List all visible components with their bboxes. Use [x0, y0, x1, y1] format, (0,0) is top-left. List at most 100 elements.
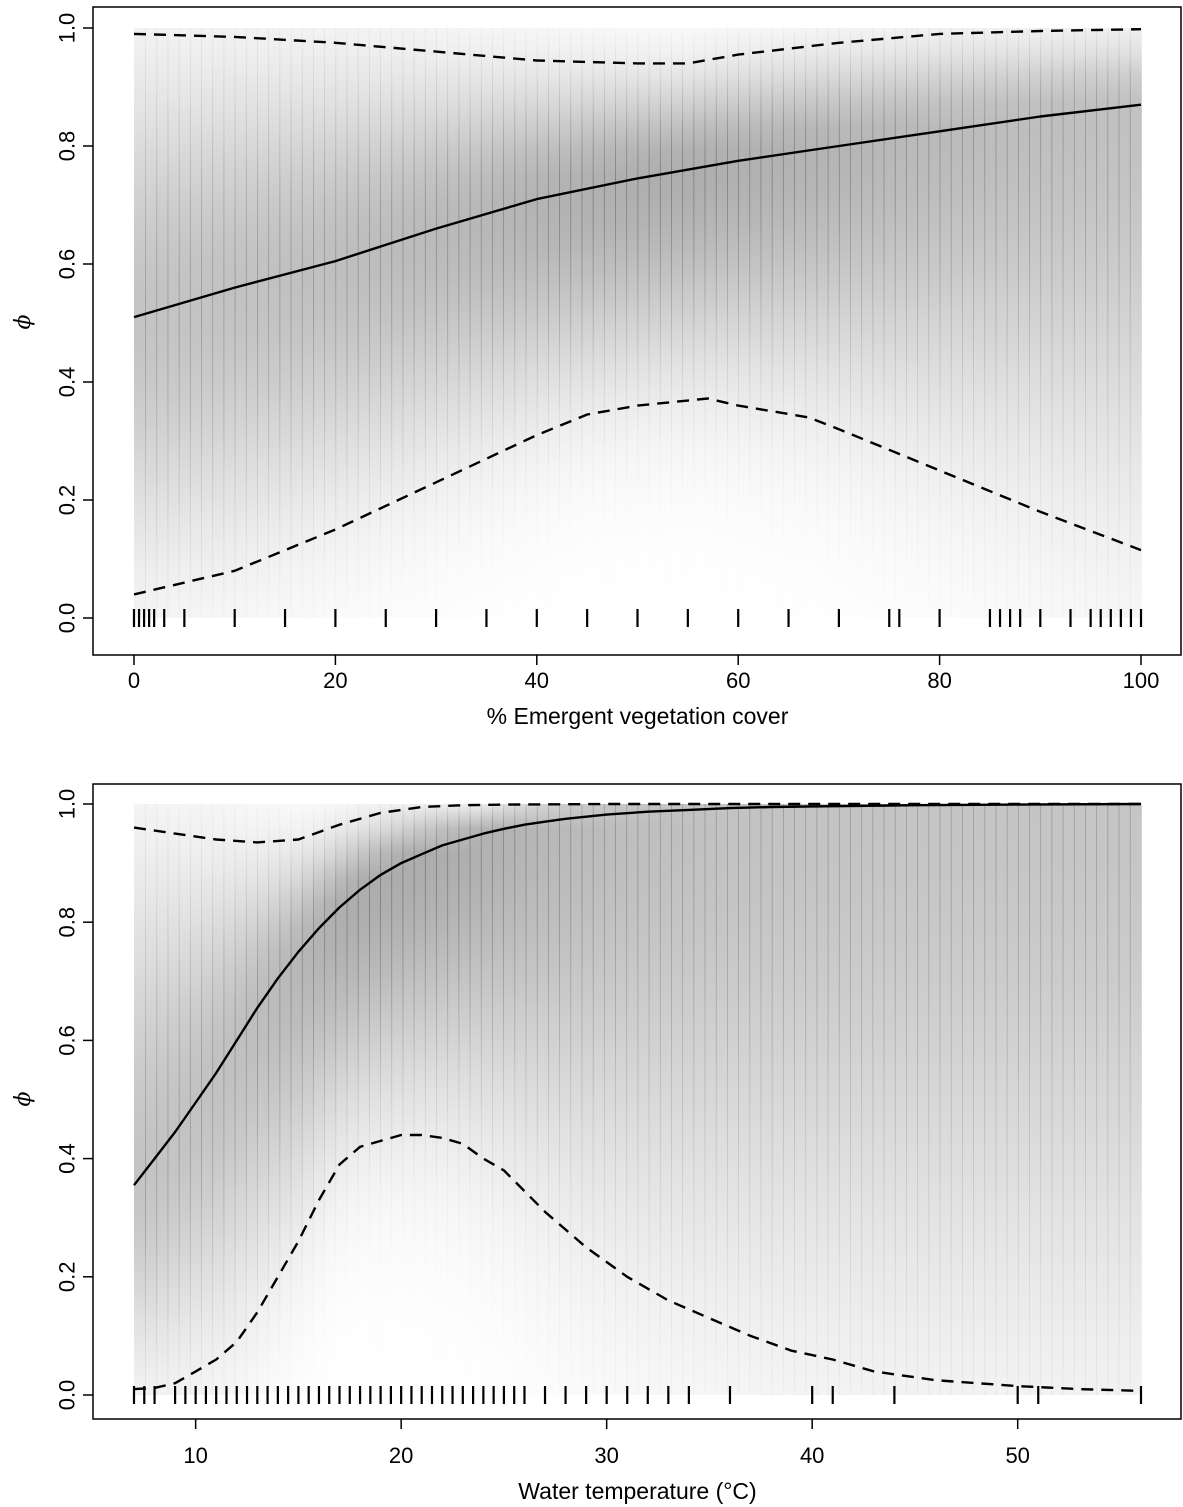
- density-column: [1107, 28, 1120, 618]
- rug: [132, 1386, 1143, 1404]
- density-column: [894, 804, 907, 1395]
- density-column: [492, 28, 505, 618]
- density-column: [402, 28, 415, 618]
- density-column: [749, 804, 762, 1395]
- density-column: [357, 804, 370, 1395]
- density-column: [693, 804, 706, 1395]
- x-axis-title: Water temperature (°C): [518, 1478, 756, 1504]
- density-column: [301, 28, 314, 618]
- y-tick-label: 0.8: [55, 131, 80, 162]
- x-tick-label: 20: [389, 1443, 413, 1468]
- y-tick-label: 0.8: [55, 907, 80, 938]
- density-column: [1029, 804, 1042, 1395]
- density-column: [592, 804, 605, 1395]
- density-column: [671, 804, 684, 1395]
- density-column: [1006, 804, 1019, 1395]
- density-column: [313, 28, 326, 618]
- density-column: [570, 28, 583, 618]
- density-column: [134, 28, 146, 618]
- density-column: [615, 804, 628, 1395]
- density-column: [592, 28, 605, 618]
- density-column: [189, 804, 202, 1395]
- density-column: [615, 28, 628, 618]
- density-column: [257, 804, 270, 1395]
- density-column: [268, 804, 281, 1395]
- density-column: [771, 804, 784, 1395]
- x-tick-label: 10: [183, 1443, 207, 1468]
- y-tick-label: 0.2: [55, 1262, 80, 1293]
- median-line: [133, 802, 1142, 1186]
- density-column: [704, 28, 717, 618]
- density-column: [961, 28, 974, 618]
- density-column: [827, 804, 840, 1395]
- density-column: [201, 804, 214, 1395]
- density-column: [346, 28, 359, 618]
- density-column: [301, 804, 314, 1395]
- density-column: [749, 28, 762, 618]
- density-column: [424, 804, 437, 1395]
- density-column: [290, 804, 303, 1395]
- density-column: [693, 28, 706, 618]
- density-column: [245, 28, 258, 618]
- panel-1: 0.0 0.2 0.4 0.6 0.8 1.0 0 20 40 60 80 100 % Emergent…: [11, 6, 1182, 729]
- density-column: [156, 28, 169, 618]
- density-column: [782, 804, 795, 1395]
- density-column: [771, 28, 784, 618]
- y-tick-label: 0.4: [55, 1143, 80, 1174]
- density-column: [1129, 804, 1142, 1395]
- y-tick-label: 0.6: [55, 249, 80, 280]
- x-tick-label: 0: [128, 668, 140, 693]
- density-column: [536, 804, 549, 1395]
- density-column: [883, 28, 896, 618]
- density-column: [503, 804, 516, 1395]
- density-column: [961, 804, 974, 1395]
- density-column: [436, 28, 449, 618]
- density-column: [984, 28, 997, 618]
- density-column: [794, 804, 807, 1395]
- y-axis-title: ϕ: [11, 315, 36, 330]
- density-column: [391, 28, 404, 618]
- median-line: [133, 103, 1142, 319]
- density-column: [671, 28, 684, 618]
- density-column: [178, 28, 191, 618]
- density-column: [805, 804, 818, 1395]
- density-column: [1085, 28, 1098, 618]
- density-column: [917, 28, 930, 618]
- density-column: [704, 804, 717, 1395]
- y-tick-label: 0.6: [55, 1025, 80, 1056]
- density-column: [973, 804, 986, 1395]
- density-column: [547, 804, 560, 1395]
- density-column: [212, 28, 225, 618]
- y-tick-label: 1.0: [55, 13, 80, 44]
- density-column: [715, 28, 728, 618]
- density-column: [413, 804, 426, 1395]
- upper-credible-line: [133, 28, 1142, 65]
- density-column: [727, 804, 739, 1395]
- density-column: [1040, 804, 1053, 1395]
- y-tick-label: 0.0: [55, 603, 80, 634]
- density-column: [637, 28, 650, 618]
- x-tick-label: 40: [525, 668, 549, 693]
- density-column: [794, 28, 807, 618]
- density-column: [145, 28, 158, 618]
- density-column: [603, 28, 616, 618]
- density-column: [335, 28, 348, 618]
- density-column: [738, 804, 751, 1395]
- density-column: [850, 804, 863, 1395]
- density-column: [827, 28, 840, 618]
- density-column: [469, 804, 482, 1395]
- density-column: [480, 28, 493, 618]
- x-tick-label: 100: [1123, 668, 1160, 693]
- density-column: [1006, 28, 1019, 618]
- y-tick-label: 0.4: [55, 367, 80, 398]
- density-shading: [134, 28, 1142, 618]
- density-column: [1073, 804, 1086, 1395]
- density-column: [603, 804, 616, 1395]
- density-column: [850, 28, 863, 618]
- lower-credible-line: [133, 1133, 1142, 1393]
- density-column: [368, 28, 381, 618]
- density-column: [223, 28, 236, 618]
- density-column: [134, 804, 146, 1395]
- x-tick-label: 60: [726, 668, 750, 693]
